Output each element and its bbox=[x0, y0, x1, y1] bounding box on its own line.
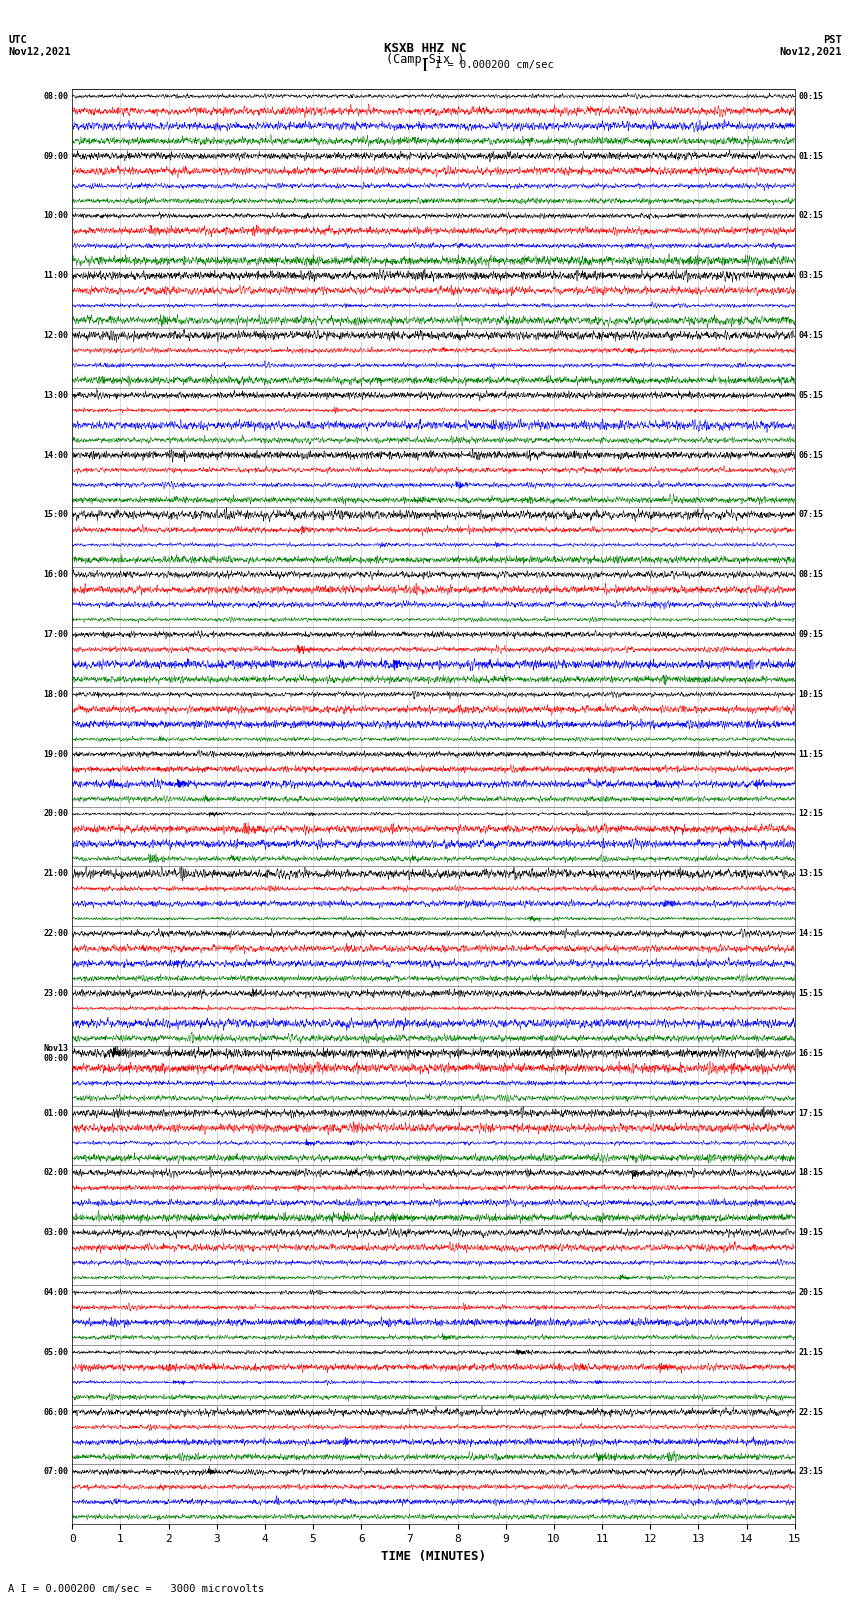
Text: A I = 0.000200 cm/sec =   3000 microvolts: A I = 0.000200 cm/sec = 3000 microvolts bbox=[8, 1584, 264, 1594]
Text: 13:15: 13:15 bbox=[798, 869, 824, 879]
Text: 00:15: 00:15 bbox=[798, 92, 824, 100]
X-axis label: TIME (MINUTES): TIME (MINUTES) bbox=[381, 1550, 486, 1563]
Text: PST
Nov12,2021: PST Nov12,2021 bbox=[779, 35, 842, 56]
Text: 22:15: 22:15 bbox=[798, 1408, 824, 1416]
Text: 09:15: 09:15 bbox=[798, 631, 824, 639]
Text: 12:15: 12:15 bbox=[798, 810, 824, 818]
Text: 10:00: 10:00 bbox=[43, 211, 69, 221]
Text: 13:00: 13:00 bbox=[43, 390, 69, 400]
Text: 19:15: 19:15 bbox=[798, 1227, 824, 1237]
Text: 14:00: 14:00 bbox=[43, 450, 69, 460]
Text: 17:00: 17:00 bbox=[43, 631, 69, 639]
Text: 16:15: 16:15 bbox=[798, 1048, 824, 1058]
Text: 15:00: 15:00 bbox=[43, 510, 69, 519]
Text: 08:15: 08:15 bbox=[798, 571, 824, 579]
Text: 11:15: 11:15 bbox=[798, 750, 824, 758]
Text: 18:00: 18:00 bbox=[43, 690, 69, 698]
Text: 14:15: 14:15 bbox=[798, 929, 824, 939]
Text: 16:00: 16:00 bbox=[43, 571, 69, 579]
Text: 09:00: 09:00 bbox=[43, 152, 69, 161]
Text: 22:00: 22:00 bbox=[43, 929, 69, 939]
Text: 15:15: 15:15 bbox=[798, 989, 824, 998]
Text: 04:00: 04:00 bbox=[43, 1289, 69, 1297]
Text: 17:15: 17:15 bbox=[798, 1108, 824, 1118]
Text: I = 0.000200 cm/sec: I = 0.000200 cm/sec bbox=[435, 60, 554, 69]
Text: 05:00: 05:00 bbox=[43, 1348, 69, 1357]
Text: 11:00: 11:00 bbox=[43, 271, 69, 281]
Text: 19:00: 19:00 bbox=[43, 750, 69, 758]
Text: 12:00: 12:00 bbox=[43, 331, 69, 340]
Text: UTC
Nov12,2021: UTC Nov12,2021 bbox=[8, 35, 71, 56]
Text: 20:15: 20:15 bbox=[798, 1289, 824, 1297]
Text: 10:15: 10:15 bbox=[798, 690, 824, 698]
Text: 03:00: 03:00 bbox=[43, 1227, 69, 1237]
Text: 20:00: 20:00 bbox=[43, 810, 69, 818]
Text: 08:00: 08:00 bbox=[43, 92, 69, 100]
Text: KSXB HHZ NC: KSXB HHZ NC bbox=[383, 42, 467, 55]
Text: 06:15: 06:15 bbox=[798, 450, 824, 460]
Text: 07:15: 07:15 bbox=[798, 510, 824, 519]
Text: 01:00: 01:00 bbox=[43, 1108, 69, 1118]
Text: 23:00: 23:00 bbox=[43, 989, 69, 998]
Text: Nov13
00:00: Nov13 00:00 bbox=[43, 1044, 69, 1063]
Text: 02:00: 02:00 bbox=[43, 1168, 69, 1177]
Text: 18:15: 18:15 bbox=[798, 1168, 824, 1177]
Text: 05:15: 05:15 bbox=[798, 390, 824, 400]
Text: 02:15: 02:15 bbox=[798, 211, 824, 221]
Text: 21:00: 21:00 bbox=[43, 869, 69, 879]
Text: 06:00: 06:00 bbox=[43, 1408, 69, 1416]
Text: 04:15: 04:15 bbox=[798, 331, 824, 340]
Text: (Camp Six ): (Camp Six ) bbox=[386, 53, 464, 66]
Text: 21:15: 21:15 bbox=[798, 1348, 824, 1357]
Text: 03:15: 03:15 bbox=[798, 271, 824, 281]
Text: 23:15: 23:15 bbox=[798, 1468, 824, 1476]
Text: 07:00: 07:00 bbox=[43, 1468, 69, 1476]
Text: 01:15: 01:15 bbox=[798, 152, 824, 161]
